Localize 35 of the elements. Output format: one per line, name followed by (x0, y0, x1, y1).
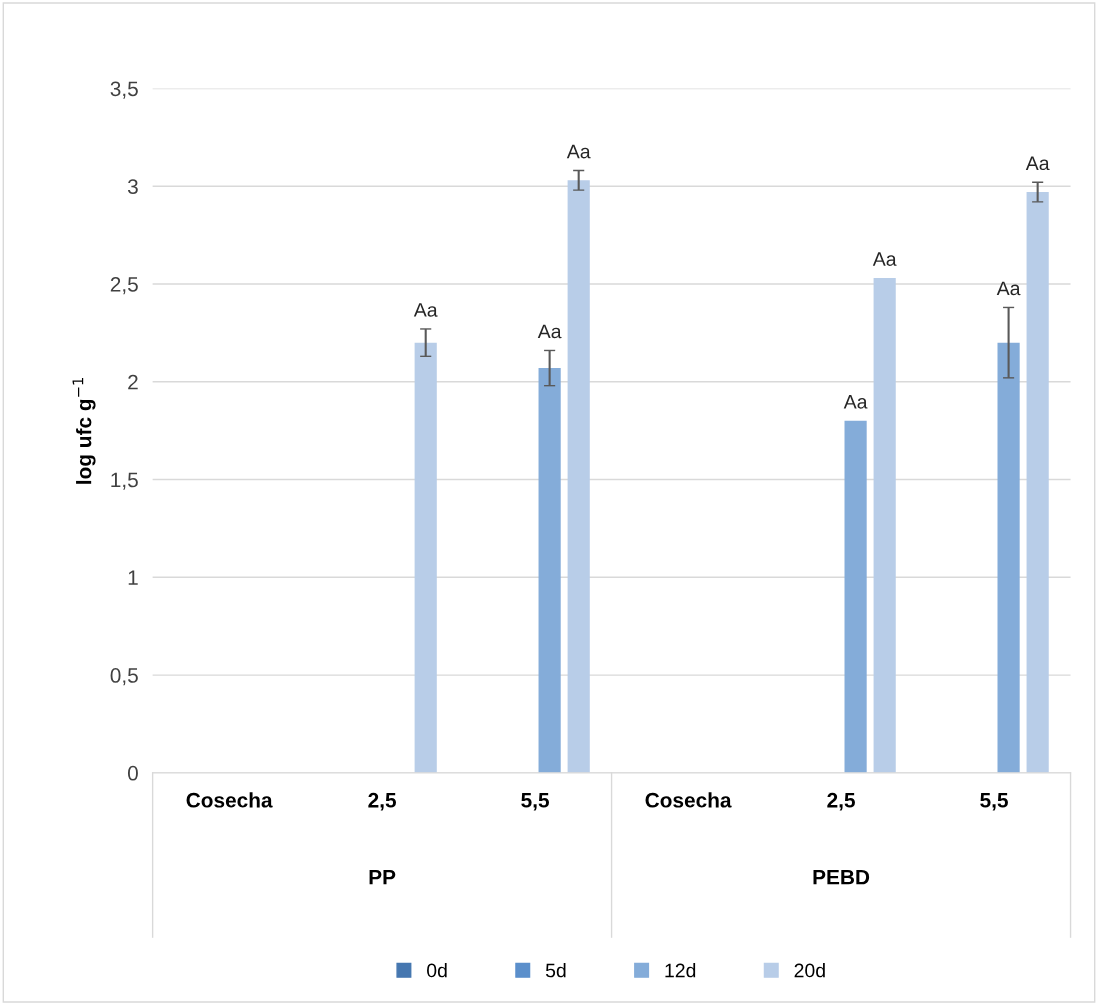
bar (844, 420, 867, 773)
data-label: Aa (537, 324, 562, 339)
y-tick-label: 1 (128, 570, 138, 585)
y-tick-label: 1,5 (111, 472, 138, 490)
legend-label: 20d (794, 963, 825, 978)
text: PP (369, 869, 396, 885)
bar (1026, 192, 1049, 773)
x-tick-label: 5,5 (521, 793, 549, 811)
x-tick-label: 2,5 (368, 792, 397, 811)
legend-label: 0d (427, 963, 447, 978)
legend-label: 12d (665, 963, 696, 978)
y-axis-title: log ufc g$^{−1}$ (72, 378, 96, 484)
y-tick-label: 2,5 (110, 276, 138, 295)
bar (414, 342, 437, 773)
data-label: Aa (843, 395, 868, 409)
bar (873, 278, 896, 773)
x-tick-label: 5,5 (980, 793, 1008, 811)
legend-label: 5d (545, 963, 566, 978)
data-label: Aa (996, 281, 1021, 296)
x-tick-label: 2,5 (827, 792, 855, 811)
data-label: Aa (1025, 156, 1050, 171)
y-tick-label: 3 (127, 179, 138, 194)
bar (997, 342, 1020, 773)
x-tick-label: Cosecha (645, 792, 732, 808)
x-tick-label: Cosecha (186, 792, 273, 808)
data-label: Aa (413, 303, 438, 317)
y-tick-label: 0 (127, 765, 138, 781)
bar (567, 180, 590, 773)
bar (538, 368, 561, 773)
y-tick-label: 2 (128, 374, 138, 390)
data-label: Aa (872, 252, 897, 266)
text: PEBD (813, 869, 870, 885)
y-tick-label: 3,5 (110, 81, 138, 99)
data-label: Aa (566, 144, 591, 159)
y-tick-label: 0,5 (110, 668, 138, 686)
